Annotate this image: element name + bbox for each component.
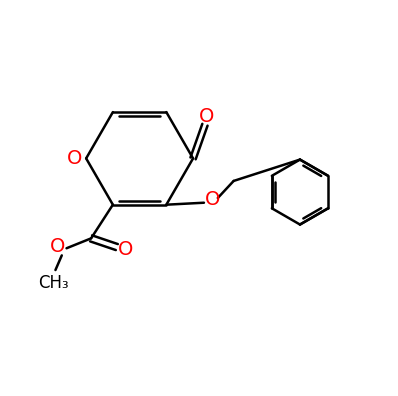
Text: O: O [67, 149, 83, 168]
Text: CH₃: CH₃ [38, 274, 69, 292]
Text: O: O [118, 240, 133, 259]
Text: O: O [199, 107, 215, 126]
Text: O: O [50, 237, 66, 256]
Text: O: O [205, 190, 220, 209]
